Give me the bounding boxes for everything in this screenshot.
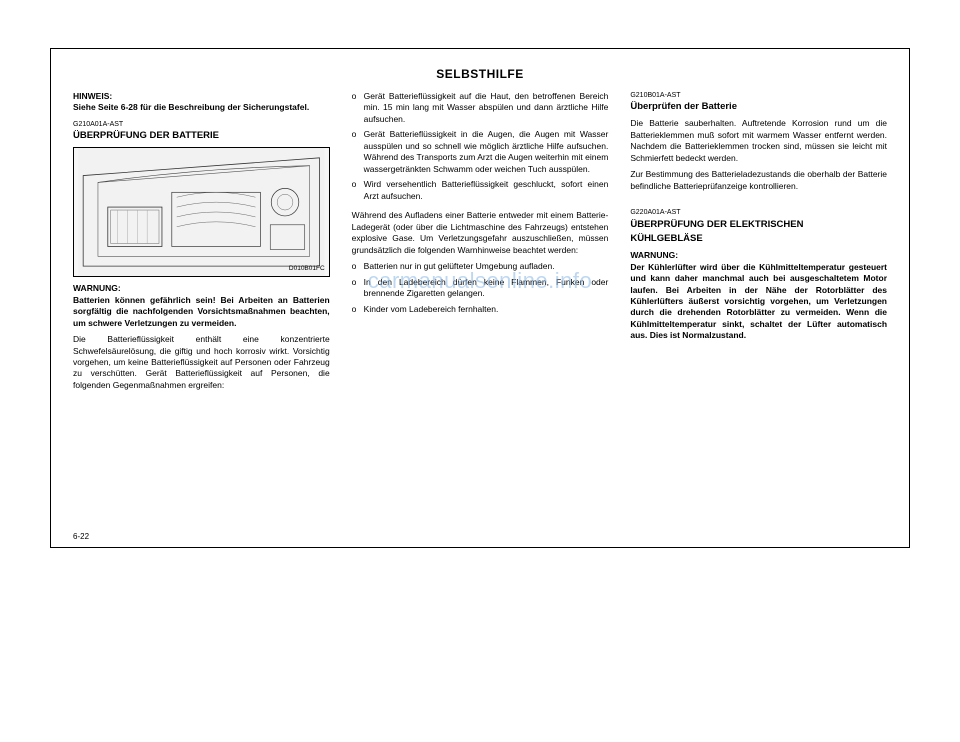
battery-clean-para: Die Batterie sauberhalten. Auftretende K… [630,118,887,164]
column-2: o Gerät Batterieflüssigkeit auf die Haut… [352,91,609,396]
bullet-text: Batterien nur in gut gelüfteter Umgebung… [364,261,609,272]
warnung-label: WARNUNG: [630,250,678,260]
hinweis-label: HINWEIS: [73,91,112,101]
bullet-swallow: o Wird versehentlich Batterieflüssigkeit… [352,179,609,202]
section-code: G210A01A-AST [73,120,330,129]
section-heading-cooling-fan-1: ÜBERPRÜFUNG DER ELEKTRISCHEN [630,219,887,232]
section-code: G220A01A-AST [630,208,887,217]
figure-label: D010B01FC [289,265,325,274]
section-heading-cooling-fan-2: KÜHLGEBLÄSE [630,233,887,246]
bullet-text: Gerät Batterieflüssigkeit in die Augen, … [364,129,609,175]
warnung-label: WARNUNG: [73,283,121,293]
section-heading-check-battery: Überprüfen der Batterie [630,101,887,114]
engine-bay-figure: D010B01FC [73,147,330,277]
bullet-text: Gerät Batterieflüssigkeit auf die Haut, … [364,91,609,125]
bullet-marker: o [352,261,364,272]
content-columns: HINWEIS: Siehe Seite 6-28 für die Beschr… [73,91,887,396]
bullet-flames: o In den Ladebereich dürfen keine Flamme… [352,277,609,300]
warnung-text: Batterien können gefährlich sein! Bei Ar… [73,295,330,328]
page-title: SELBSTHILFE [73,67,887,81]
bullet-marker: o [352,304,364,315]
bullet-ventilated: o Batterien nur in gut gelüfteter Umgebu… [352,261,609,272]
bullet-marker: o [352,129,364,175]
manual-page: SELBSTHILFE HINWEIS: Siehe Seite 6-28 fü… [50,48,910,548]
bullet-text: Wird versehentlich Batterieflüssigkeit g… [364,179,609,202]
cooling-fan-warning: Der Kühlerlüfter wird über die Kühlmitte… [630,262,887,341]
bullet-marker: o [352,277,364,300]
battery-acid-para: Die Batterieflüssigkeit enthält eine kon… [73,334,330,391]
column-1: HINWEIS: Siehe Seite 6-28 für die Beschr… [73,91,330,396]
battery-indicator-para: Zur Bestimmung des Batterieladezustands … [630,169,887,192]
section-heading-battery-check: ÜBERPRÜFUNG DER BATTERIE [73,130,330,143]
section-code: G210B01A-AST [630,91,887,100]
charging-para: Während des Aufladens einer Batterie ent… [352,210,609,256]
column-3: G210B01A-AST Überprüfen der Batterie Die… [630,91,887,396]
bullet-marker: o [352,91,364,125]
bullet-children: o Kinder vom Ladebereich fernhalten. [352,304,609,315]
engine-bay-illustration [74,148,329,276]
bullet-skin: o Gerät Batterieflüssigkeit auf die Haut… [352,91,609,125]
hinweis-text: Siehe Seite 6-28 für die Beschreibung de… [73,102,309,112]
bullet-eyes: o Gerät Batterieflüssigkeit in die Augen… [352,129,609,175]
bullet-text: In den Ladebereich dürfen keine Flammen,… [364,277,609,300]
bullet-marker: o [352,179,364,202]
bullet-text: Kinder vom Ladebereich fernhalten. [364,304,609,315]
page-number: 6-22 [73,532,89,541]
